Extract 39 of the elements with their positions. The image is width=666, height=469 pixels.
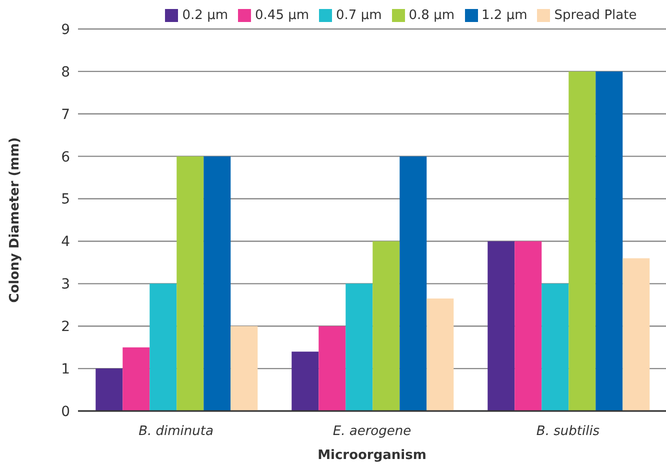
- bar: [176, 156, 204, 411]
- bar: [514, 241, 542, 411]
- legend-label: 1.2 µm: [482, 8, 528, 23]
- bar: [372, 241, 400, 411]
- y-tick-label: 1: [61, 362, 70, 378]
- legend-label: Spread Plate: [554, 8, 637, 23]
- bar: [426, 298, 454, 411]
- y-tick-label: 4: [61, 234, 70, 250]
- bar: [346, 284, 373, 411]
- bar: [400, 156, 427, 411]
- bar: [230, 326, 258, 411]
- y-tick-label: 3: [61, 276, 70, 293]
- bar: [622, 258, 650, 411]
- legend-label: 0.45 µm: [255, 8, 310, 23]
- bar: [542, 284, 569, 411]
- bar: [568, 71, 596, 411]
- x-axis-title: Microorganism: [318, 448, 426, 463]
- y-tick-label: 2: [61, 319, 70, 336]
- legend-label: 0.7 µm: [336, 8, 382, 23]
- y-tick-label: 5: [61, 192, 70, 208]
- y-tick-label: 6: [61, 149, 70, 166]
- y-tick-label: 7: [61, 106, 70, 123]
- x-tick-label: E. aerogene: [332, 424, 412, 439]
- bar: [318, 326, 346, 411]
- y-tick-label: 9: [61, 22, 70, 38]
- y-tick-label: 0: [61, 404, 70, 420]
- bar: [150, 284, 177, 411]
- x-tick-label: B. diminuta: [138, 424, 214, 439]
- bar: [96, 368, 123, 411]
- bar: [122, 347, 150, 411]
- y-axis-title: Colony Diameter (mm): [8, 137, 23, 303]
- bar: [488, 241, 515, 411]
- x-tick-label: B. subtilis: [536, 424, 600, 439]
- legend-label: 0.2 µm: [182, 8, 228, 23]
- bar: [292, 352, 319, 411]
- y-tick-label: 8: [61, 64, 70, 80]
- bar: [596, 71, 623, 411]
- bar: [204, 156, 231, 411]
- legend-label: 0.8 µm: [408, 8, 455, 23]
